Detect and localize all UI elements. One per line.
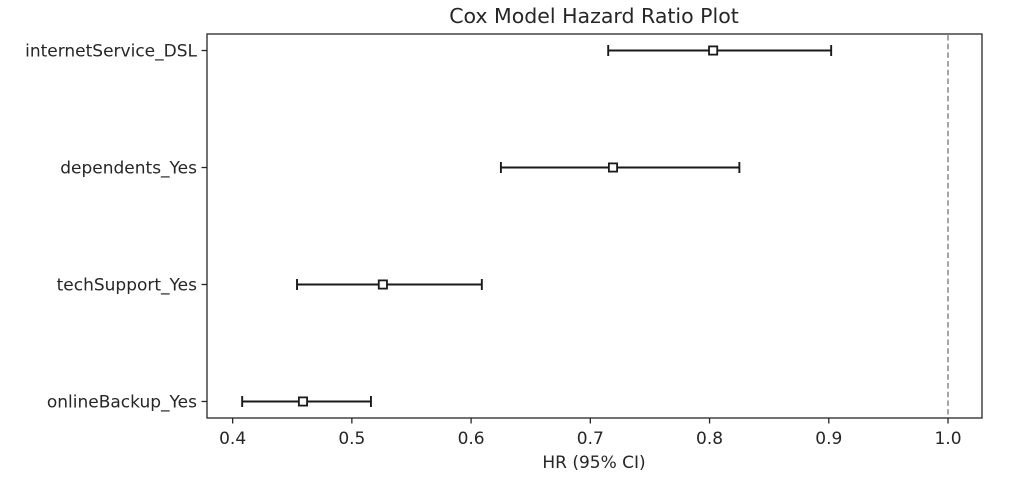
x-tick-label: 1.0	[934, 429, 961, 449]
hr-marker	[297, 396, 308, 407]
x-axis-label: HR (95% CI)	[542, 453, 645, 473]
errorbar-row	[499, 162, 741, 174]
hr-marker	[607, 162, 618, 173]
x-tick-label: 0.7	[577, 429, 604, 449]
x-tick-label: 0.9	[815, 429, 842, 449]
y-tick-label: techSupport_Yes	[57, 275, 198, 295]
y-tick-label: onlineBackup_Yes	[47, 392, 197, 412]
errorbar-row	[607, 45, 833, 57]
errorbar-row	[241, 395, 372, 407]
errorbar-row	[296, 278, 483, 290]
x-tick-label: 0.6	[458, 429, 485, 449]
x-tick-label: 0.4	[219, 429, 246, 449]
x-tick-label: 0.5	[338, 429, 365, 449]
y-tick-label: internetService_DSL	[25, 42, 197, 62]
hr-marker	[708, 45, 719, 56]
plot-border	[206, 33, 983, 419]
plot-area: 0.4 0.5 0.6 0.7 0.8 0.9 1.0 internetService_DSL…	[25, 33, 983, 449]
hr-marker	[377, 279, 388, 290]
y-tick-label: dependents_Yes	[60, 159, 197, 179]
chart-title: Cox Model Hazard Ratio Plot	[449, 4, 739, 28]
x-tick-label: 0.8	[696, 429, 723, 449]
